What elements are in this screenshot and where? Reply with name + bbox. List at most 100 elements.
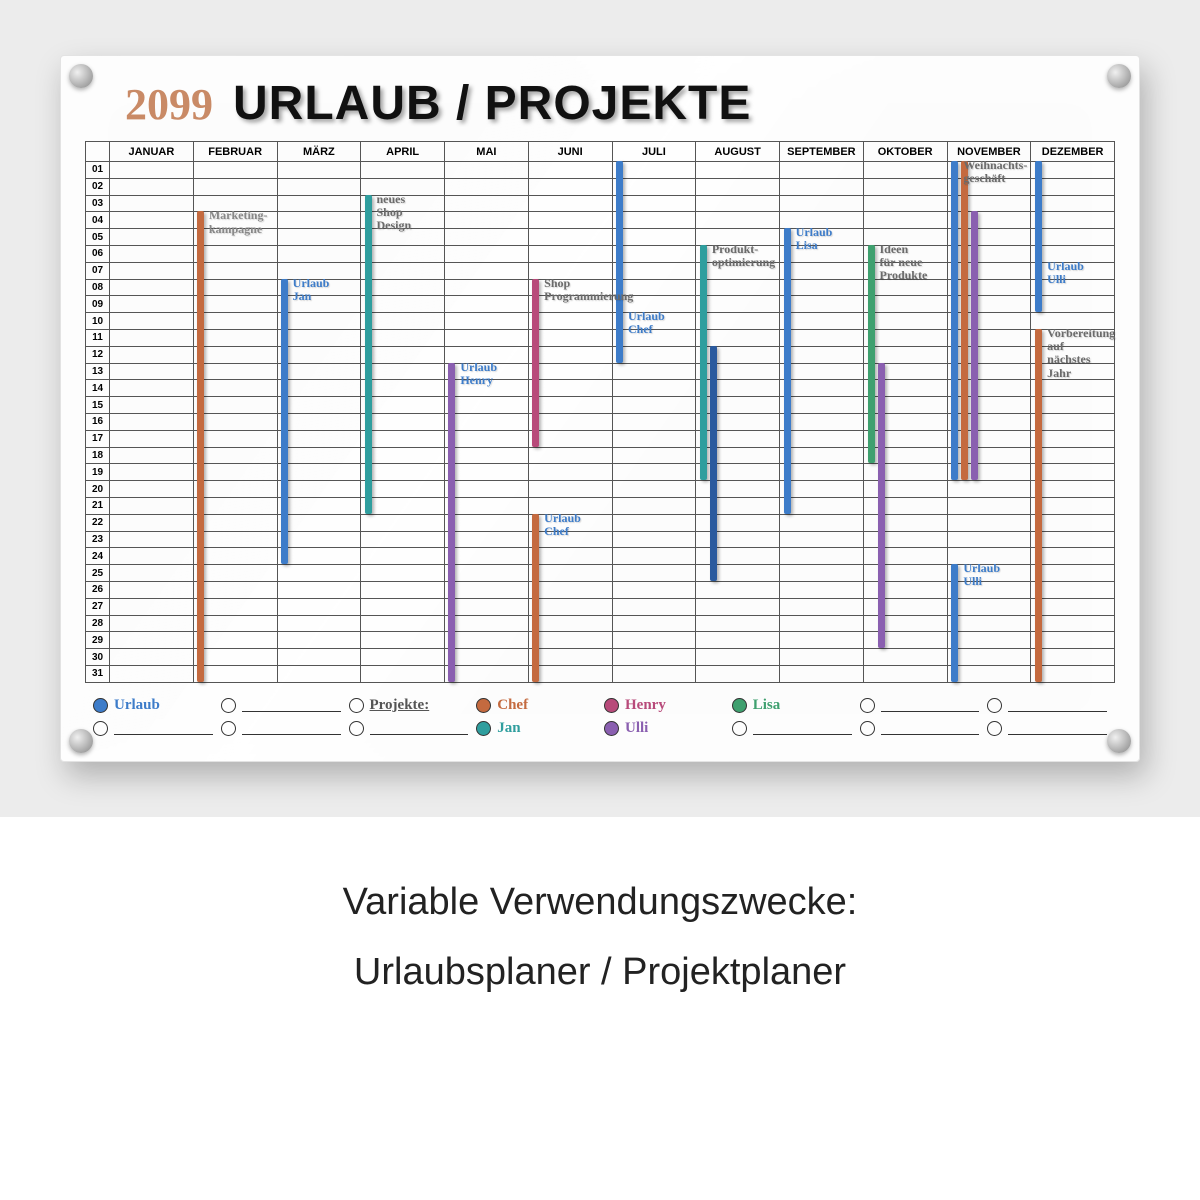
day-number: 03 bbox=[86, 195, 110, 212]
day-number: 13 bbox=[86, 363, 110, 380]
month-header: JUNI bbox=[528, 142, 612, 162]
legend-swatch-icon bbox=[860, 721, 875, 736]
day-number: 02 bbox=[86, 178, 110, 195]
day-number: 06 bbox=[86, 245, 110, 262]
calendar-grid: JANUARFEBRUARMÄRZAPRILMAIJUNIJULIAUGUSTS… bbox=[85, 141, 1115, 683]
standoff-icon bbox=[1107, 64, 1131, 88]
legend-label: Jan bbox=[497, 720, 520, 737]
day-number: 04 bbox=[86, 212, 110, 229]
legend-label: Projekte: bbox=[370, 697, 430, 714]
day-number: 28 bbox=[86, 615, 110, 632]
day-number: 07 bbox=[86, 262, 110, 279]
legend-blank-line bbox=[114, 721, 213, 735]
legend-item bbox=[349, 720, 469, 737]
legend: Urlaub Projekte: Chef Henry Lisa Jan Ulli bbox=[85, 697, 1115, 737]
legend-item: Chef bbox=[476, 697, 596, 714]
day-number: 05 bbox=[86, 229, 110, 246]
legend-swatch-icon bbox=[476, 698, 491, 713]
legend-label: Urlaub bbox=[114, 697, 160, 714]
month-header: MAI bbox=[445, 142, 529, 162]
legend-item: Projekte: bbox=[349, 697, 469, 714]
legend-item bbox=[93, 720, 213, 737]
caption-line1: Variable Verwendungszwecke: bbox=[40, 867, 1160, 937]
legend-blank-line bbox=[1008, 698, 1107, 712]
legend-item bbox=[732, 720, 852, 737]
day-number: 18 bbox=[86, 447, 110, 464]
day-number: 22 bbox=[86, 514, 110, 531]
legend-swatch-icon bbox=[221, 721, 236, 736]
day-number: 08 bbox=[86, 279, 110, 296]
day-number: 14 bbox=[86, 380, 110, 397]
standoff-icon bbox=[1107, 729, 1131, 753]
month-header: MÄRZ bbox=[277, 142, 361, 162]
month-header: APRIL bbox=[361, 142, 445, 162]
legend-item bbox=[860, 720, 980, 737]
legend-swatch-icon bbox=[349, 721, 364, 736]
legend-blank-line bbox=[370, 721, 469, 735]
day-number: 12 bbox=[86, 346, 110, 363]
month-header: SEPTEMBER bbox=[780, 142, 864, 162]
caption: Variable Verwendungszwecke: Urlaubsplane… bbox=[0, 817, 1200, 1088]
legend-swatch-icon bbox=[987, 698, 1002, 713]
legend-item bbox=[221, 697, 341, 714]
month-header: JANUAR bbox=[110, 142, 194, 162]
legend-swatch-icon bbox=[93, 698, 108, 713]
legend-blank-line bbox=[881, 698, 980, 712]
day-number: 24 bbox=[86, 548, 110, 565]
legend-swatch-icon bbox=[732, 721, 747, 736]
month-header: JULI bbox=[612, 142, 696, 162]
day-number: 15 bbox=[86, 397, 110, 414]
day-number: 31 bbox=[86, 665, 110, 682]
legend-blank-line bbox=[242, 721, 341, 735]
day-number: 29 bbox=[86, 632, 110, 649]
legend-item bbox=[987, 720, 1107, 737]
day-number: 11 bbox=[86, 329, 110, 346]
day-number: 10 bbox=[86, 313, 110, 330]
legend-label: Henry bbox=[625, 697, 666, 714]
legend-label: Lisa bbox=[753, 697, 781, 714]
legend-label: Chef bbox=[497, 697, 528, 714]
day-number: 01 bbox=[86, 162, 110, 179]
legend-swatch-icon bbox=[604, 698, 619, 713]
legend-blank-line bbox=[1008, 721, 1107, 735]
board-title: URLAUB / PROJEKTE bbox=[233, 76, 751, 131]
legend-swatch-icon bbox=[349, 698, 364, 713]
day-number: 19 bbox=[86, 464, 110, 481]
legend-swatch-icon bbox=[93, 721, 108, 736]
month-header: OKTOBER bbox=[863, 142, 947, 162]
legend-item: Urlaub bbox=[93, 697, 213, 714]
legend-item: Henry bbox=[604, 697, 724, 714]
legend-swatch-icon bbox=[604, 721, 619, 736]
legend-blank-line bbox=[753, 721, 852, 735]
month-header: AUGUST bbox=[696, 142, 780, 162]
day-number: 09 bbox=[86, 296, 110, 313]
month-header: DEZEMBER bbox=[1031, 142, 1115, 162]
legend-swatch-icon bbox=[732, 698, 747, 713]
legend-item bbox=[860, 697, 980, 714]
day-number: 25 bbox=[86, 565, 110, 582]
legend-swatch-icon bbox=[860, 698, 875, 713]
legend-blank-line bbox=[242, 698, 341, 712]
year-label: 2099 bbox=[125, 79, 213, 130]
board-background: 2099 URLAUB / PROJEKTE JANUARFEBRUARMÄRZ… bbox=[0, 0, 1200, 817]
legend-item bbox=[987, 697, 1107, 714]
legend-swatch-icon bbox=[221, 698, 236, 713]
day-number: 20 bbox=[86, 481, 110, 498]
acrylic-board: 2099 URLAUB / PROJEKTE JANUARFEBRUARMÄRZ… bbox=[60, 55, 1140, 762]
legend-item: Jan bbox=[476, 720, 596, 737]
month-header: FEBRUAR bbox=[193, 142, 277, 162]
month-header: NOVEMBER bbox=[947, 142, 1031, 162]
legend-swatch-icon bbox=[987, 721, 1002, 736]
day-number: 17 bbox=[86, 430, 110, 447]
legend-blank-line bbox=[881, 721, 980, 735]
legend-item: Ulli bbox=[604, 720, 724, 737]
legend-item: Lisa bbox=[732, 697, 852, 714]
day-number: 16 bbox=[86, 413, 110, 430]
legend-label: Ulli bbox=[625, 720, 648, 737]
standoff-icon bbox=[69, 729, 93, 753]
standoff-icon bbox=[69, 64, 93, 88]
legend-item bbox=[221, 720, 341, 737]
day-number: 21 bbox=[86, 497, 110, 514]
day-number: 26 bbox=[86, 581, 110, 598]
caption-line2: Urlaubsplaner / Projektplaner bbox=[40, 937, 1160, 1007]
